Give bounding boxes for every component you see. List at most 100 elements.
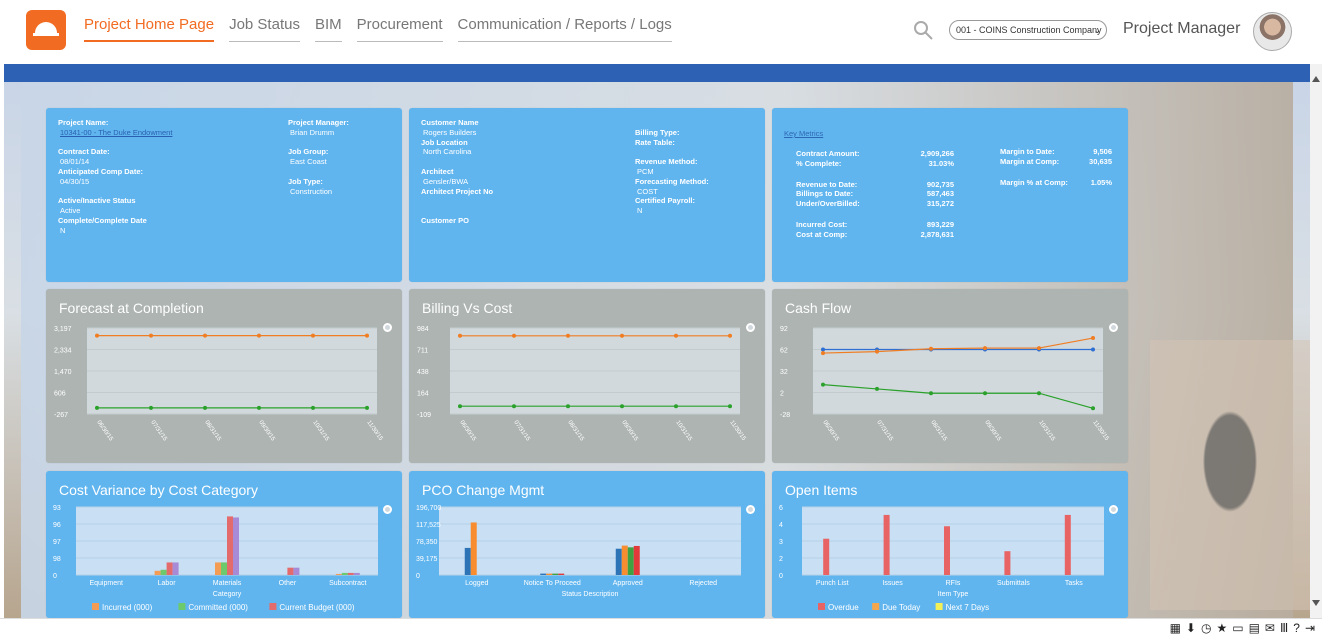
grid-icon[interactable]: ▦ (1169, 621, 1181, 635)
y-tick-label: 117,525 (416, 522, 441, 529)
bar (1004, 551, 1011, 575)
star-icon[interactable]: ★ (1216, 621, 1228, 635)
help-icon[interactable]: ? (1293, 621, 1300, 635)
gear-icon[interactable] (1109, 323, 1118, 332)
x-tick-label: 10/31/15 (311, 420, 330, 443)
scroll-up-icon[interactable] (1312, 76, 1320, 82)
y-tick-label: 39,175 (416, 556, 438, 563)
x-tick-label: 09/30/15 (257, 420, 276, 443)
metric-row: Under/OverBilled: 315,272 (796, 199, 954, 209)
chart-title: Cost Variance by Cost Category (59, 482, 258, 498)
metric-label: Incurred Cost: (796, 219, 848, 229)
data-point (257, 405, 261, 410)
y-tick-label: 62 (780, 348, 788, 355)
data-point (1037, 346, 1041, 351)
y-tick-label: 1,470 (54, 369, 72, 376)
nav-communication-reports-logs[interactable]: Communication / Reports / Logs (457, 16, 672, 42)
y-tick-label: 32 (780, 369, 788, 376)
y-tick-label: -28 (780, 412, 790, 419)
bar (552, 573, 559, 575)
series-line (822, 384, 1094, 409)
bar (546, 573, 553, 575)
metric-row: Margin to Date: 9,506 (1000, 147, 1112, 157)
data-point (512, 333, 516, 338)
y-tick-label: 6 (779, 505, 783, 512)
pm-label: Project Manager: (288, 118, 349, 127)
customer-info-card: Customer Name Rogers Builders Job Locati… (409, 108, 765, 282)
y-tick-label: 4 (779, 522, 783, 529)
print-icon[interactable]: ▤ (1248, 621, 1260, 635)
revenue-method-label: Revenue Method: (635, 157, 698, 167)
open-items-chart: 6 4 3 2 0 Punch List Issues RFIs Submittals Tasks… (779, 505, 1104, 612)
project-name-link[interactable]: 10341-00 - The Duke Endowment (60, 127, 173, 137)
job-group-label: Job Group: (288, 147, 329, 157)
x-axis-label: Status Description (562, 591, 619, 598)
legend-entry: Committed (000) (188, 603, 248, 612)
bar (353, 572, 360, 575)
bar (172, 562, 179, 575)
nav-project-home[interactable]: Project Home Page (84, 16, 215, 42)
y-tick-label: 3,197 (54, 326, 72, 333)
legend-swatch (92, 603, 99, 610)
architect-project-label: Architect Project No (421, 186, 494, 196)
nav-job-status[interactable]: Job Status (229, 16, 300, 42)
gear-icon[interactable] (746, 505, 755, 514)
cash-flow-card: Cash Flow 92 62 32 2 -28 06/30/15 07/31/15 08/31… (772, 289, 1128, 463)
key-metrics-link[interactable]: Key Metrics (784, 129, 824, 138)
company-select[interactable]: 001 - COINS Construction Company ⌄ (949, 20, 1107, 40)
pin-icon[interactable]: ⬇ (1185, 621, 1196, 635)
x-tick-label: 09/30/15 (983, 420, 1002, 443)
bar (883, 514, 890, 575)
gear-icon[interactable] (1109, 505, 1118, 514)
x-tick-label: Rejected (689, 580, 717, 587)
library-icon[interactable]: Ⅲ (1279, 621, 1289, 635)
metric-row: Billings to Date: 587,463 (796, 189, 954, 199)
chart-title: PCO Change Mgmt (422, 482, 545, 498)
pm-value: Brian Drumm (290, 127, 335, 137)
window-icon[interactable]: ▭ (1232, 621, 1244, 635)
logout-icon[interactable]: ⇥ (1304, 621, 1315, 635)
y-tick-label: 96 (53, 522, 61, 529)
data-point (674, 333, 678, 338)
x-tick-label: Materials (213, 580, 242, 587)
customer-label: Customer Name (421, 118, 479, 127)
nav-bim[interactable]: BIM (314, 16, 342, 42)
anticipated-date: 04/30/15 (60, 176, 90, 186)
gear-icon[interactable] (383, 505, 392, 514)
x-tick-label: RFIs (946, 580, 961, 587)
mail-icon[interactable]: ✉ (1264, 621, 1275, 635)
customer-po-label: Customer PO (421, 215, 469, 225)
legend-swatch (178, 603, 186, 610)
x-tick-label: 06/30/15 (458, 420, 477, 443)
job-type-label: Job Type: (288, 176, 323, 186)
search-icon[interactable] (912, 19, 934, 41)
open-items-card: Open Items 6 4 3 2 0 Punch List Issues RFIs Submi… (772, 471, 1128, 618)
data-point (512, 404, 516, 409)
metric-value: 30,635 (1089, 156, 1112, 166)
top-navigation-bar: Project Home Page Job Status BIM Procure… (0, 0, 1322, 64)
legend-entry: Current Budget (000) (279, 603, 354, 612)
bar (621, 545, 628, 575)
data-point (458, 404, 462, 409)
x-tick-label: Approved (613, 580, 643, 587)
data-point (566, 404, 570, 409)
vertical-scrollbar[interactable] (1310, 64, 1322, 618)
data-point (203, 405, 207, 410)
history-icon[interactable]: ◷ (1200, 621, 1212, 635)
metric-value: 9,506 (1093, 147, 1112, 156)
hardhat-icon[interactable] (26, 10, 66, 50)
gear-icon[interactable] (383, 323, 392, 332)
data-point (95, 333, 99, 338)
x-tick-label: Equipment (89, 580, 123, 587)
nav-procurement[interactable]: Procurement (356, 16, 443, 42)
status-value: Active (60, 206, 81, 216)
metric-value: 1.05% (1090, 177, 1112, 187)
x-axis-label: Item Type (938, 591, 969, 598)
avatar[interactable] (1253, 12, 1292, 51)
scroll-down-icon[interactable] (1312, 600, 1320, 606)
data-point (983, 346, 987, 351)
data-point (257, 333, 261, 338)
gear-icon[interactable] (746, 323, 755, 332)
pco-change-card: PCO Change Mgmt 196,700 117,525 78,350 39,17… (409, 471, 765, 618)
bar (287, 567, 294, 575)
